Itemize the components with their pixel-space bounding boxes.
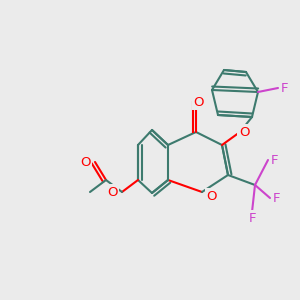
Text: F: F bbox=[248, 212, 256, 224]
Text: O: O bbox=[239, 125, 249, 139]
Text: O: O bbox=[194, 95, 204, 109]
Text: O: O bbox=[206, 190, 217, 202]
Text: F: F bbox=[270, 154, 278, 166]
Text: F: F bbox=[280, 82, 288, 94]
Text: O: O bbox=[107, 185, 118, 199]
Text: F: F bbox=[272, 191, 280, 205]
Text: O: O bbox=[80, 155, 91, 169]
